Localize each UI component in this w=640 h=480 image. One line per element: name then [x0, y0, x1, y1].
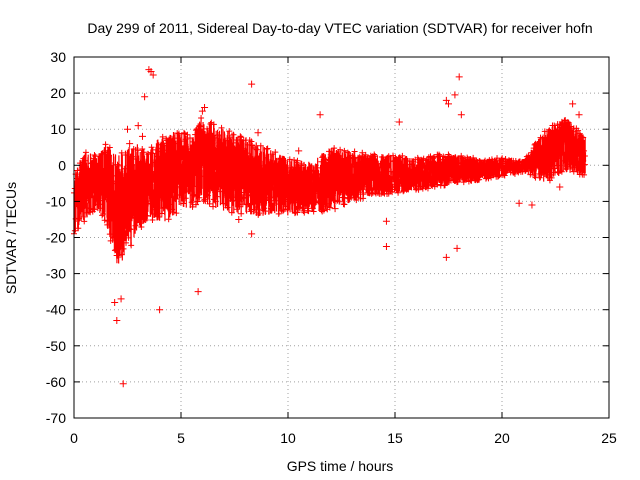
- outlier-point: [359, 190, 367, 198]
- outlier-point: [442, 96, 450, 104]
- y-tick-label: -50: [46, 338, 66, 354]
- outlier-point: [575, 111, 583, 119]
- outlier-point: [453, 244, 461, 252]
- outlier-point: [295, 147, 303, 155]
- y-tick-label: -40: [46, 302, 66, 318]
- outlier-point: [141, 93, 149, 101]
- outlier-point: [126, 140, 134, 148]
- y-tick-label: 20: [50, 85, 66, 101]
- outlier-point: [445, 100, 452, 108]
- y-tick-label: -30: [46, 266, 66, 282]
- outlier-point: [451, 91, 459, 99]
- outlier-point: [528, 201, 536, 209]
- outlier-point: [147, 67, 155, 75]
- y-tick-label: -60: [46, 374, 66, 390]
- y-axis-label: SDTVAR / TECUs: [3, 182, 19, 294]
- chart-title: Day 299 of 2011, Sidereal Day-to-day VTE…: [87, 20, 592, 36]
- outlier-point: [316, 111, 324, 119]
- outlier-point: [248, 80, 256, 88]
- outlier-point: [265, 194, 273, 202]
- outlier-point: [111, 298, 119, 306]
- outlier-point: [569, 100, 577, 108]
- y-tick-label: 10: [50, 121, 66, 137]
- outlier-point: [117, 295, 125, 303]
- outlier-point: [156, 306, 164, 314]
- outlier-point: [382, 217, 390, 225]
- x-tick-label: 15: [387, 430, 403, 446]
- outlier-point: [113, 317, 121, 325]
- x-tick-label: 20: [494, 430, 510, 446]
- y-tick-label: 0: [58, 157, 66, 173]
- y-tick-label: -20: [46, 230, 66, 246]
- outlier-point: [134, 122, 142, 130]
- outlier-point: [201, 104, 209, 112]
- outlier-point: [515, 199, 523, 207]
- outlier-point: [149, 71, 157, 79]
- outlier-point: [395, 118, 403, 126]
- y-tick-label: 30: [50, 49, 66, 65]
- outlier-point: [194, 288, 202, 296]
- outlier-point: [235, 215, 243, 223]
- outlier-point: [124, 125, 131, 133]
- outlier-point: [331, 205, 339, 213]
- x-tick-label: 10: [280, 430, 296, 446]
- outlier-point: [198, 107, 206, 115]
- grid-lines: [74, 57, 609, 418]
- outlier-point: [254, 129, 262, 137]
- x-tick-label: 0: [70, 430, 78, 446]
- x-axis-label: GPS time / hours: [287, 458, 394, 474]
- axis-ticks: -70 -60 -50 -40 -30 -20 -10 0 10 20 30 0 5 10 15 20 25: [46, 49, 617, 446]
- outlier-point: [457, 111, 465, 119]
- outlier-point: [138, 132, 146, 140]
- outlier-point: [556, 183, 564, 191]
- outlier-point: [382, 243, 390, 251]
- x-tick-label: 25: [601, 430, 617, 446]
- y-tick-label: -70: [46, 410, 66, 426]
- data-points: [71, 66, 588, 388]
- outlier-point: [455, 73, 463, 81]
- x-tick-label: 5: [177, 430, 185, 446]
- outlier-point: [119, 380, 127, 388]
- outlier-point: [442, 253, 450, 261]
- y-tick-label: -10: [46, 193, 66, 209]
- outlier-point: [248, 230, 256, 238]
